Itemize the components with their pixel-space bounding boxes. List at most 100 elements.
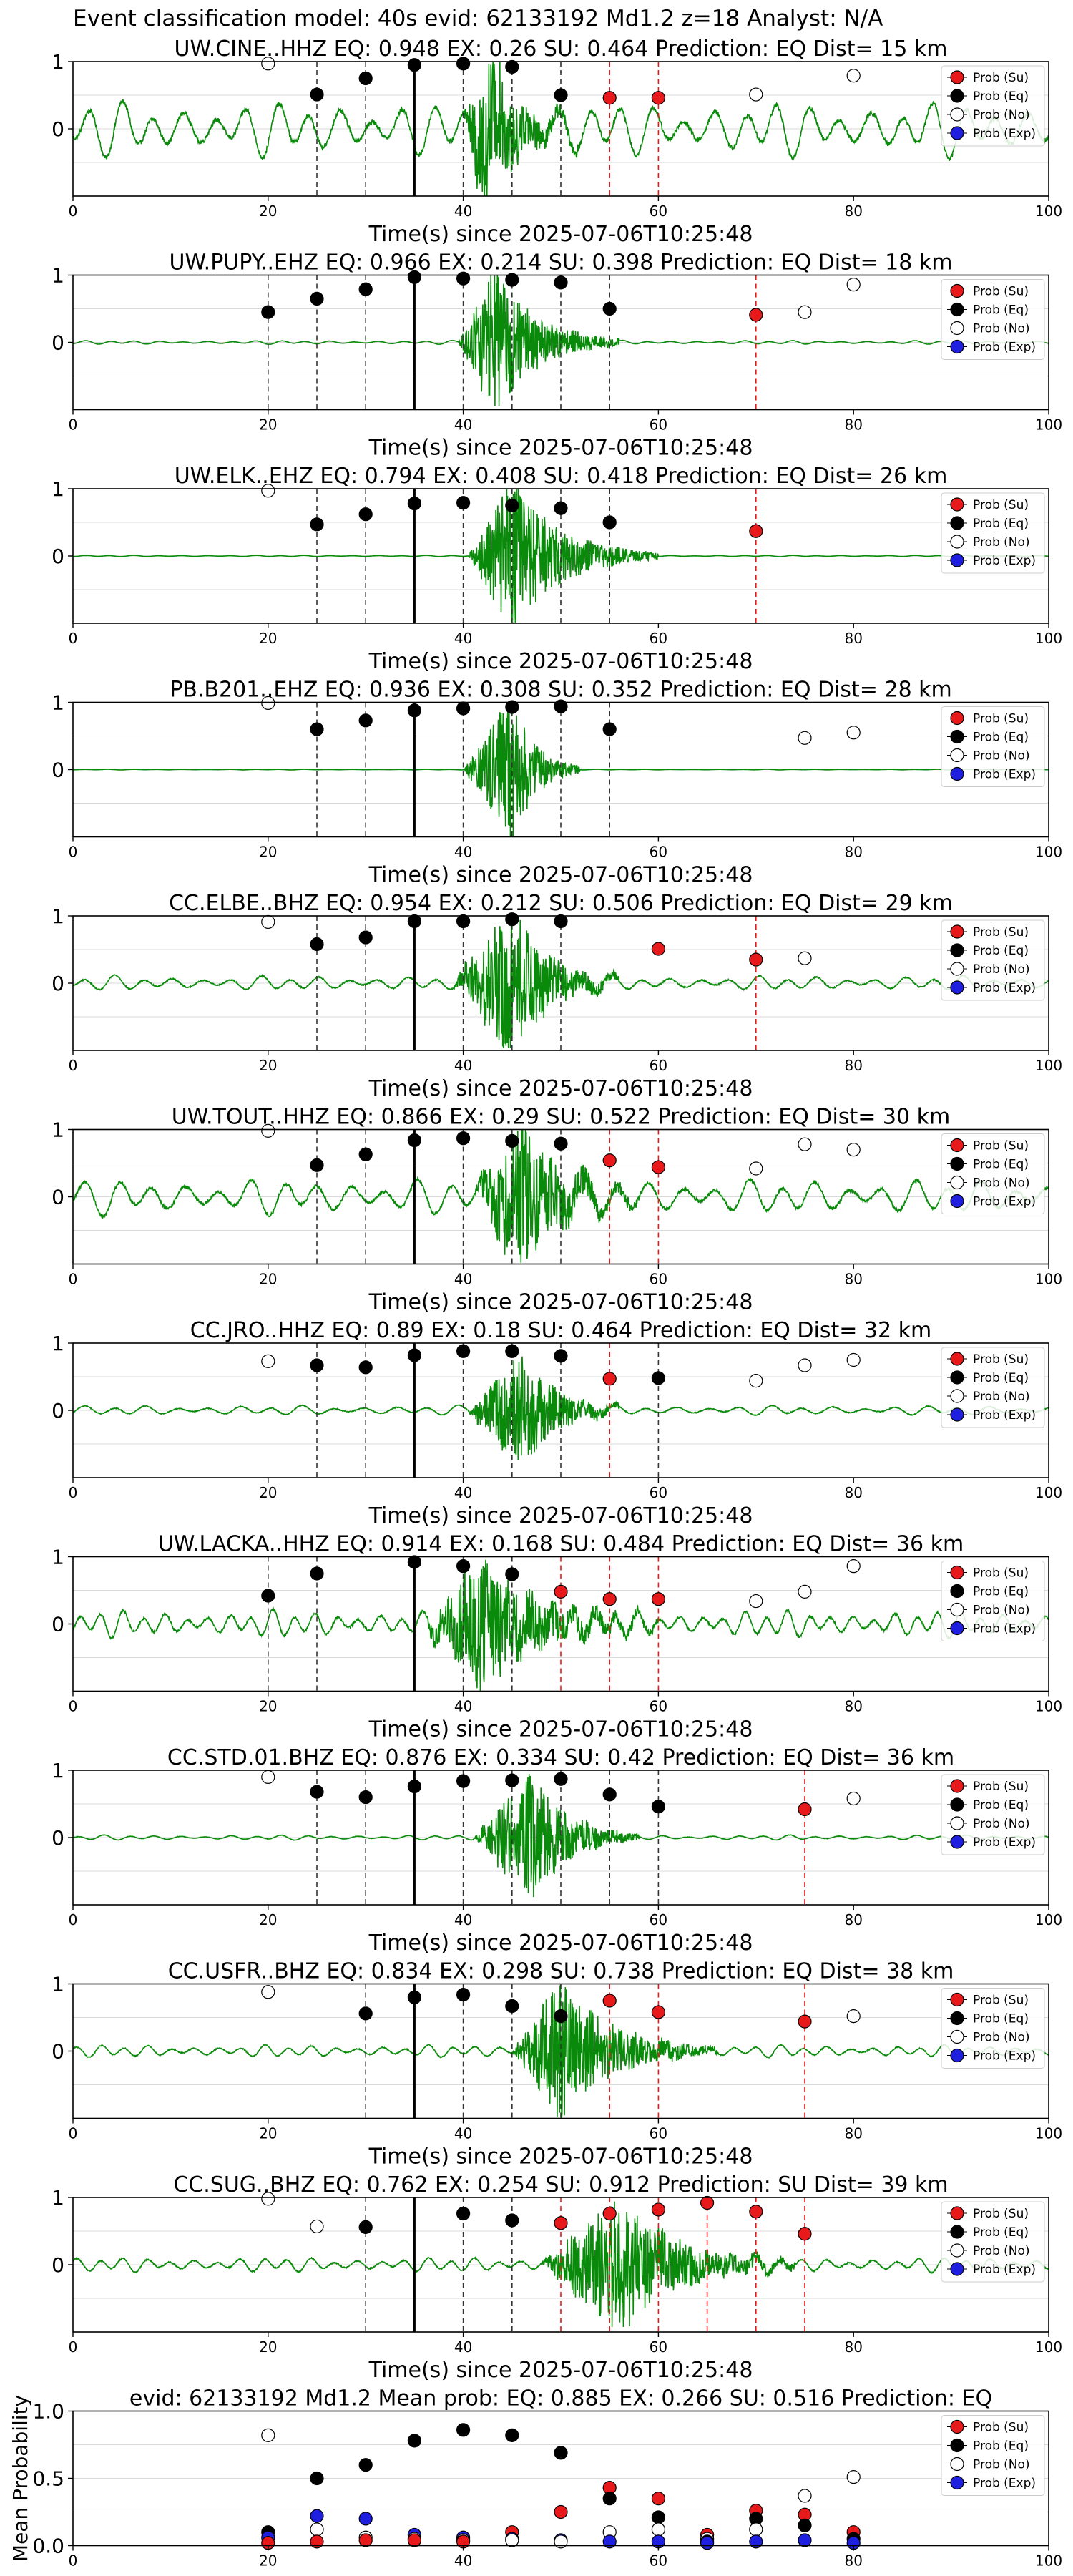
point-eq [554,2446,568,2460]
panel-title: CC.ELBE..BHZ EQ: 0.954 EX: 0.212 SU: 0.5… [169,891,953,916]
x-tick-label: 20 [259,1271,277,1288]
x-tick-label: 60 [650,844,667,861]
point-eq [358,507,373,522]
point-no [798,2489,812,2503]
panel-3: UW.ELK..EHZ EQ: 0.794 EX: 0.408 SU: 0.41… [52,464,1062,674]
legend-marker-exp [950,126,964,140]
legend-marker-eq [950,516,964,530]
legend-label-no: Prob (No) [973,1176,1030,1191]
legend-label-su: Prob (Su) [973,712,1029,726]
legend-label-no: Prob (No) [973,1604,1030,1618]
legend-label-no: Prob (No) [973,535,1030,550]
x-tick-label: 100 [1035,416,1062,434]
point-eq [261,1589,275,1603]
x-axis-label: Time(s) since 2025-07-06T10:25:48 [368,1503,753,1528]
panel-title: UW.TOUT..HHZ EQ: 0.866 EX: 0.29 SU: 0.52… [172,1105,950,1130]
legend-frame [941,1561,1045,1641]
y-tick-label: 1 [52,1332,64,1355]
point-eq [505,498,519,513]
legend-label-exp: Prob (Exp) [973,1408,1036,1423]
legend-frame [941,919,1045,1001]
point-no [846,2009,861,2024]
legend-label-su: Prob (Su) [973,925,1029,940]
legend-marker-su [950,1352,964,1366]
x-tick-label: 40 [454,844,472,861]
x-tick-label: 80 [844,1698,862,1715]
point-su [651,91,666,105]
legend-label-exp: Prob (Exp) [973,981,1036,995]
point-eq [505,1999,519,2014]
point-su [602,91,617,105]
legend-marker-no [950,2457,964,2472]
point-eq [798,2518,812,2532]
panel-8: UW.LACKA..HHZ EQ: 0.914 EX: 0.168 SU: 0.… [52,1532,1062,1742]
x-tick-label: 80 [844,203,862,220]
point-no [261,2428,275,2442]
point-eq [358,930,373,945]
legend-label-su: Prob (Su) [973,285,1029,299]
point-eq [358,713,373,728]
panel-9: CC.STD.01.BHZ EQ: 0.876 EX: 0.334 SU: 0.… [52,1745,1062,1956]
panel-title: CC.JRO..HHZ EQ: 0.89 EX: 0.18 SU: 0.464 … [190,1318,931,1343]
y-tick-label: 1 [52,1759,64,1782]
legend: Prob (Su) Prob (Eq) Prob (No) Prob (Exp) [941,1561,1045,1641]
legend-marker-exp [950,1621,964,1636]
x-tick-label: 20 [259,1057,277,1074]
x-tick-label: 0 [69,2125,78,2142]
x-tick-label: 100 [1035,630,1062,647]
point-no [846,1143,861,1157]
point-eq [310,87,324,102]
point-no [505,2533,519,2547]
legend-label-su: Prob (Su) [973,2421,1029,2435]
x-tick-label: 60 [650,1698,667,1715]
panel-7: CC.JRO..HHZ EQ: 0.89 EX: 0.18 SU: 0.464 … [52,1318,1062,1528]
legend-marker-eq [950,2438,964,2453]
y-axis-label: Mean Probability [9,2395,32,2562]
x-tick-label: 80 [844,416,862,434]
point-no [798,305,812,319]
point-su [310,2534,324,2549]
y-tick-label: 0 [52,117,64,141]
point-eq [456,914,471,929]
point-no [261,2192,275,2206]
legend-label-eq: Prob (Eq) [973,1158,1029,1172]
legend-marker-no [950,1816,964,1830]
legend-label-eq: Prob (Eq) [973,1585,1029,1599]
point-no [261,1354,275,1368]
legend-frame [941,1133,1045,1214]
legend-marker-no [950,1175,964,1190]
legend-label-no: Prob (No) [973,2031,1030,2045]
point-su [602,2206,617,2221]
legend-label-no: Prob (No) [973,108,1030,122]
x-tick-label: 100 [1035,2338,1062,2356]
x-tick-label: 40 [454,2338,472,2356]
legend: Prob (Su) Prob (Eq) Prob (No) Prob (Exp) [941,492,1045,574]
x-tick-label: 80 [844,630,862,647]
x-axis-label: Time(s) since 2025-07-06T10:25:48 [368,649,753,674]
point-eq [456,2423,471,2437]
x-tick-label: 80 [844,1271,862,1288]
legend-marker-su [950,1779,964,1793]
point-eq [456,1131,471,1146]
point-eq [407,1779,422,1794]
point-eq [456,57,471,71]
point-no [261,914,275,930]
x-tick-label: 100 [1035,1911,1062,1928]
legend: Prob (Su) Prob (Eq) Prob (No) Prob (Exp) [941,706,1045,787]
point-eq [310,2471,324,2486]
legend-label-no: Prob (No) [973,1817,1030,1831]
panel-4: PB.B201..EHZ EQ: 0.936 EX: 0.308 SU: 0.3… [52,678,1062,888]
legend-marker-eq [950,302,964,317]
legend-label-eq: Prob (Eq) [973,89,1029,104]
point-no [846,1352,861,1367]
point-no [846,1559,861,1574]
legend-label-eq: Prob (Eq) [973,2225,1029,2240]
x-tick-label: 100 [1035,2125,1062,2142]
x-tick-label: 0 [69,844,78,861]
y-tick-label: 1 [52,1973,64,1996]
y-tick-label: 1 [52,2186,64,2210]
x-tick-label: 60 [650,1484,667,1501]
point-eq [456,1344,471,1358]
point-eq [554,699,568,713]
point-no [846,1791,861,1806]
